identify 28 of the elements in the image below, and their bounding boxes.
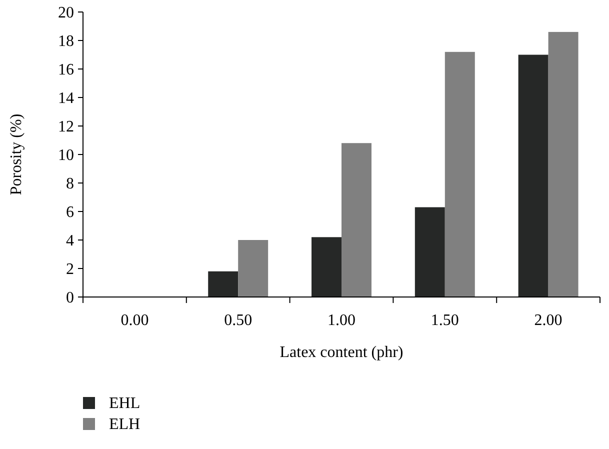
x-tick-label: 1.00 <box>328 312 356 329</box>
y-tick-label: 12 <box>58 118 74 136</box>
x-tick-label: 0.50 <box>224 312 252 329</box>
bar <box>414 207 445 297</box>
y-tick-label: 10 <box>58 147 74 164</box>
y-tick-label: 0 <box>66 290 74 307</box>
y-tick-label: 8 <box>66 176 74 193</box>
bar <box>342 143 372 297</box>
x-tick-label: 2.00 <box>534 312 562 329</box>
y-tick-label: 16 <box>58 62 74 79</box>
bar <box>208 271 238 297</box>
y-tick-label: 2 <box>66 261 74 278</box>
x-tick-label: 0.00 <box>120 312 149 329</box>
bar <box>518 54 548 297</box>
x-tick-label: 1.50 <box>430 312 459 329</box>
bar <box>238 240 268 297</box>
y-tick-label: 14 <box>58 90 74 108</box>
y-axis-title: Porosity (%) <box>8 114 25 196</box>
legend-label: ELH <box>109 416 141 433</box>
y-tick-label: 20 <box>58 4 74 22</box>
y-tick-label: 6 <box>66 204 74 222</box>
y-tick-label: 4 <box>66 232 74 250</box>
y-tick-label: 18 <box>58 33 74 50</box>
bar <box>444 52 475 297</box>
x-axis-title: Latex content (phr) <box>280 344 404 361</box>
bar <box>548 32 578 297</box>
bar <box>312 237 342 297</box>
legend-label: EHL <box>109 395 140 412</box>
